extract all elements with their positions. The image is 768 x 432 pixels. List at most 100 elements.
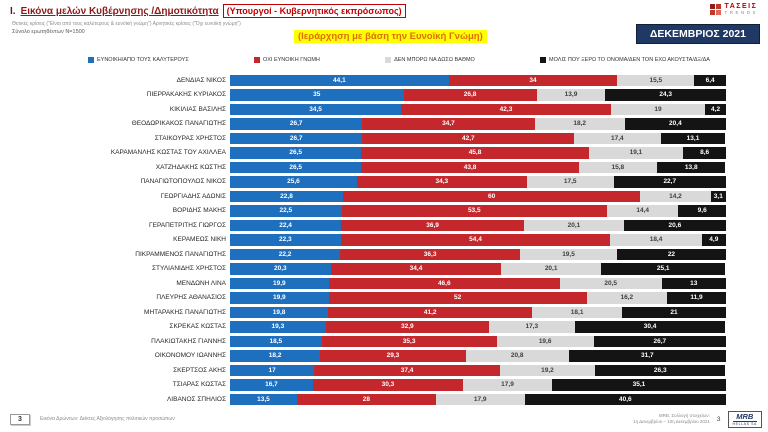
segment-value: 26,5 bbox=[289, 149, 303, 157]
bar-segment-unfavorable: 36,3 bbox=[340, 248, 521, 260]
bar-segment-favorable: 34,5 bbox=[230, 103, 402, 115]
trends-logo-name: ΤΑΣΕΙΣ bbox=[724, 3, 758, 10]
chart-row: ΣΚΡΕΚΑΣ ΚΩΣΤΑΣ 19,3 32,9 17,3 30,4 bbox=[8, 320, 726, 335]
row-bars: 19,9 46,6 20,5 13 bbox=[230, 277, 726, 289]
row-label: ΚΙΚΙΛΙΑΣ ΒΑΣΙΛΗΣ bbox=[169, 105, 226, 113]
bar-segment-favorable: 18,5 bbox=[230, 335, 322, 347]
segment-value: 26,7 bbox=[289, 134, 303, 142]
bar-segment-unfavorable: 60 bbox=[342, 190, 641, 202]
legend-swatch bbox=[385, 57, 392, 63]
segment-value: 18,2 bbox=[268, 352, 282, 360]
segment-value: 46,6 bbox=[437, 279, 451, 287]
bar-segment-unknown: 30,4 bbox=[574, 321, 726, 333]
bar-segment-favorable: 26,5 bbox=[230, 161, 362, 173]
bar-segment-favorable: 26,5 bbox=[230, 147, 362, 159]
bar-segment-unknown: 22,7 bbox=[613, 176, 726, 188]
segment-value: 20,6 bbox=[668, 221, 682, 229]
bar-segment-cannot-rate: 13,9 bbox=[536, 89, 606, 101]
segment-value: 20,4 bbox=[669, 120, 682, 128]
chart-row: ΚΕΡΑΜΕΩΣ ΝΙΚΗ 22,3 54,4 18,4 4,9 bbox=[8, 233, 726, 248]
legend-item: ΜΟΛΙΣ ΠΟΥ ΞΕΡΩ ΤΟ ΟΝΟΜΑ/ΔΕΝ ΤΟΝ ΕΧΩ ΑΚΟΥ… bbox=[540, 57, 710, 63]
row-label: ΠΙΕΡΡΑΚΑΚΗΣ ΚΥΡΙΑΚΟΣ bbox=[146, 91, 226, 99]
row-label: ΘΕΟΔΩΡΙΚΑΚΟΣ ΠΑΝΑΓΙΩΤΗΣ bbox=[131, 120, 226, 128]
bar-segment-favorable: 35 bbox=[230, 89, 404, 101]
bar-segment-cannot-rate: 18,1 bbox=[532, 306, 622, 318]
segment-value: 13,8 bbox=[684, 163, 698, 171]
chart-row: ΘΕΟΔΩΡΙΚΑΚΟΣ ΠΑΝΑΓΙΩΤΗΣ 26,7 34,7 18,2 20,4 bbox=[8, 117, 726, 132]
segment-value: 26,3 bbox=[653, 366, 667, 374]
row-label: ΚΑΡΑΜΑΝΛΗΣ ΚΩΣΤΑΣ ΤΟΥ ΑΧΙΛΛΕΑ bbox=[110, 149, 226, 157]
bar-segment-unknown: 4,2 bbox=[705, 103, 726, 115]
segment-value: 13,1 bbox=[686, 134, 700, 142]
legend-swatch bbox=[253, 57, 260, 63]
bar-segment-unknown: 6,4 bbox=[694, 74, 726, 86]
bar-segment-unfavorable: 30,3 bbox=[312, 379, 464, 391]
bar-segment-unfavorable: 34,7 bbox=[362, 118, 535, 130]
row-bars: 19,3 32,9 17,3 30,4 bbox=[230, 321, 726, 333]
bar-segment-unknown: 24,3 bbox=[605, 89, 726, 101]
bar-segment-unfavorable: 52 bbox=[328, 292, 587, 304]
trends-logo-sub: TRENDS bbox=[724, 10, 758, 15]
segment-value: 19,3 bbox=[271, 323, 285, 331]
bar-segment-cannot-rate: 14,2 bbox=[640, 190, 711, 202]
segment-value: 35,1 bbox=[632, 381, 646, 389]
row-label: ΧΑΤΖΗΔΑΚΗΣ ΚΩΣΤΗΣ bbox=[155, 163, 226, 171]
trends-logo: ΤΑΣΕΙΣ TRENDS bbox=[710, 3, 758, 15]
bar-segment-cannot-rate: 19,1 bbox=[588, 147, 684, 159]
segment-value: 25,6 bbox=[287, 178, 300, 186]
chart-row: ΧΑΤΖΗΔΑΚΗΣ ΚΩΣΤΗΣ 26,5 43,8 15,8 13,8 bbox=[8, 160, 726, 175]
source-line-2: 1η Δεκεμβρίου – 10η Δεκεμβρίου 2021 bbox=[633, 419, 710, 425]
bar-segment-cannot-rate: 16,2 bbox=[586, 292, 667, 304]
bar-segment-favorable: 25,6 bbox=[230, 176, 357, 188]
bar-segment-cannot-rate: 18,4 bbox=[610, 234, 702, 246]
segment-value: 43,8 bbox=[463, 163, 477, 171]
segment-value: 14,4 bbox=[636, 207, 649, 215]
ranking-note: (Ιεράρχηση με βάση την Ευνοϊκή Γνώμη) bbox=[294, 30, 487, 43]
chart-row: ΓΕΩΡΓΙΑΔΗΣ ΑΔΩΝΙΣ 22,8 60 14,2 3,1 bbox=[8, 189, 726, 204]
slide-number-box: 3 bbox=[10, 414, 30, 425]
segment-value: 41,2 bbox=[423, 308, 437, 316]
bar-segment-unknown: 40,6 bbox=[524, 393, 726, 405]
segment-value: 40,6 bbox=[618, 395, 632, 403]
chart-row: ΠΙΚΡΑΜΜΕΝΟΣ ΠΑΝΑΓΙΩΤΗΣ 22,2 36,3 19,5 22 bbox=[8, 247, 726, 262]
segment-value: 8,6 bbox=[700, 149, 710, 157]
segment-value: 31,7 bbox=[641, 352, 654, 360]
segment-value: 44,1 bbox=[333, 76, 346, 84]
subtitle-box: (Υπουργοί - Κυβερνητικός εκπρόσωπος) bbox=[222, 4, 406, 18]
bar-segment-unfavorable: 37,4 bbox=[314, 364, 500, 376]
row-bars: 16,7 30,3 17,9 35,1 bbox=[230, 379, 726, 391]
row-label: ΣΚΕΡΤΣΟΣ ΑΚΗΣ bbox=[173, 366, 226, 374]
bar-segment-unfavorable: 34 bbox=[448, 74, 618, 86]
segment-value: 4,9 bbox=[709, 236, 719, 244]
row-bars: 19,8 41,2 18,1 21 bbox=[230, 306, 727, 318]
bar-segment-cannot-rate: 18,2 bbox=[534, 118, 625, 130]
row-bars: 22,3 54,4 18,4 4,9 bbox=[230, 234, 726, 246]
segment-value: 34,7 bbox=[442, 120, 455, 128]
segment-value: 15,8 bbox=[611, 163, 625, 171]
chart-row: ΤΣΙΑΡΑΣ ΚΩΣΤΑΣ 16,7 30,3 17,9 35,1 bbox=[8, 378, 726, 393]
mrb-logo-sub: HELLAS SA bbox=[732, 422, 757, 426]
bar-segment-unknown: 8,6 bbox=[683, 147, 726, 159]
criteria-note: Θετικές κρίσεις ("Είναι από τους καλύτερ… bbox=[12, 21, 241, 27]
chart-row: ΠΛΕΥΡΗΣ ΑΘΑΝΑΣΙΟΣ 19,9 52 16,2 11,9 bbox=[8, 291, 726, 306]
chart-row: ΣΚΕΡΤΣΟΣ ΑΚΗΣ 17 37,4 19,2 26,3 bbox=[8, 363, 726, 378]
segment-value: 34,4 bbox=[409, 265, 423, 273]
segment-value: 26,7 bbox=[289, 120, 303, 128]
bar-segment-cannot-rate: 17,5 bbox=[526, 176, 614, 188]
legend-label: ΕΥΝΟΙΚΗ/ΑΠΟ ΤΟΥΣ ΚΑΛΥΤΕΡΟΥΣ bbox=[97, 57, 189, 63]
segment-value: 18,5 bbox=[269, 337, 283, 345]
footer-right: MRB, Συλλογή στοιχείων: 1η Δεκεμβρίου – … bbox=[633, 410, 762, 428]
row-bars: 22,2 36,3 19,5 22 bbox=[230, 248, 726, 260]
bar-segment-favorable: 26,7 bbox=[230, 132, 363, 144]
segment-value: 19,2 bbox=[541, 366, 554, 374]
chart-row: ΠΙΕΡΡΑΚΑΚΗΣ ΚΥΡΙΑΚΟΣ 35 26,8 13,9 24,3 bbox=[8, 88, 726, 103]
bar-segment-favorable: 22,2 bbox=[230, 248, 341, 260]
source-note: MRB, Συλλογή στοιχείων: 1η Δεκεμβρίου – … bbox=[633, 413, 710, 427]
segment-value: 45,8 bbox=[468, 149, 482, 157]
source-line-1: MRB, Συλλογή στοιχείων: bbox=[658, 412, 710, 418]
row-label: ΣΤΑΪΚΟΥΡΑΣ ΧΡΗΣΤΟΣ bbox=[154, 134, 226, 142]
section-number: Ι. bbox=[10, 5, 16, 17]
segment-value: 20,1 bbox=[544, 265, 558, 273]
segment-value: 54,4 bbox=[469, 236, 482, 244]
bar-segment-favorable: 19,3 bbox=[230, 321, 326, 333]
